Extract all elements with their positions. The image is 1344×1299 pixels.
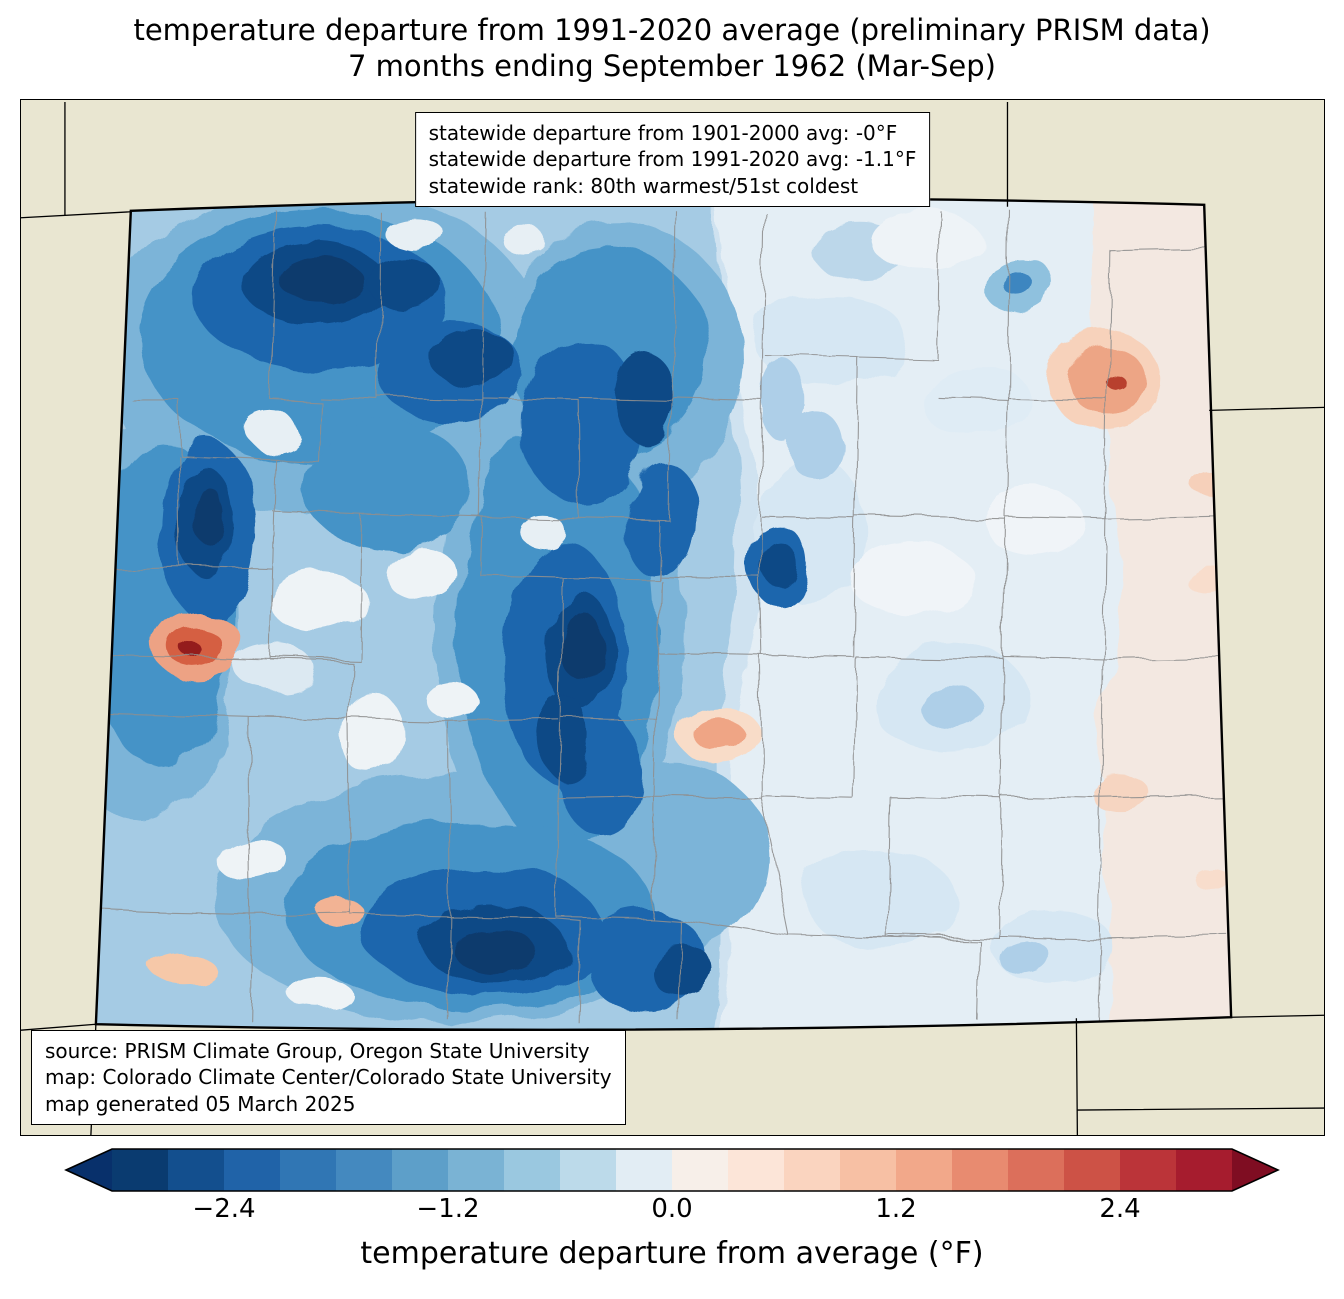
colorbar-tick-label: 0.0 (651, 1194, 693, 1224)
colorado-map (21, 101, 1324, 1135)
colorbar-segment (224, 1149, 281, 1191)
colorbar-segment (672, 1149, 729, 1191)
colorbar-outline (64, 1148, 1280, 1192)
colorbar (64, 1148, 1280, 1192)
colorbar-segment (952, 1149, 1009, 1191)
county-lines (98, 209, 1230, 1023)
contour-fill-layer (95, 198, 1232, 1030)
title-line-1: temperature departure from 1991-2020 ave… (133, 13, 1211, 47)
colorbar-segment (336, 1149, 393, 1191)
title-line-2: 7 months ending September 1962 (Mar-Sep) (348, 49, 996, 84)
colorbar-segment (1064, 1149, 1121, 1191)
colorbar-ticks: −2.4 −1.2 0.0 1.2 2.4 (64, 1194, 1280, 1228)
source-line-3: map generated 05 March 2025 (45, 1091, 356, 1116)
source-box: source: PRISM Climate Group, Oregon Stat… (31, 1029, 626, 1125)
colorbar-segment (504, 1149, 561, 1191)
map-axes: statewide departure from 1901-2000 avg: … (20, 99, 1325, 1136)
colorbar-tick-label: −1.2 (416, 1194, 480, 1224)
colorbar-label: temperature departure from average (°F) (360, 1236, 984, 1271)
colorbar-segment (840, 1149, 897, 1191)
colorbar-segment (784, 1149, 841, 1191)
colorbar-segment (168, 1149, 225, 1191)
stats-box: statewide departure from 1901-2000 avg: … (414, 112, 931, 208)
colorbar-tick-label: 1.2 (875, 1194, 917, 1224)
colorbar-tick-label: −2.4 (192, 1194, 256, 1224)
colorbar-right-arrow (1232, 1149, 1278, 1191)
colorbar-segment (448, 1149, 505, 1191)
colorbar-tick-label: 2.4 (1099, 1194, 1141, 1224)
stats-line-1: statewide departure from 1901-2000 avg: … (428, 121, 898, 145)
colorbar-segment (1120, 1149, 1177, 1191)
colorbar-segment (728, 1149, 785, 1191)
source-line-1: source: PRISM Climate Group, Oregon Stat… (45, 1038, 590, 1063)
colorbar-segment (1176, 1149, 1233, 1191)
colorbar-segment (560, 1149, 617, 1191)
colorbar-segment (392, 1149, 449, 1191)
figure-title: temperature departure from 1991-2020 ave… (0, 12, 1344, 85)
colorbar-left-arrow (66, 1149, 112, 1191)
source-line-2: map: Colorado Climate Center/Colorado St… (45, 1065, 612, 1090)
stats-line-3: statewide rank: 80th warmest/51st coldes… (428, 173, 859, 198)
stats-line-2: statewide departure from 1991-2020 avg: … (428, 147, 917, 172)
colorbar-segment (896, 1149, 953, 1191)
colorbar-segment (112, 1149, 169, 1191)
colorbar-segment (280, 1149, 337, 1191)
colorbar-segment (1008, 1149, 1065, 1191)
colorbar-svg (64, 1148, 1280, 1192)
colorbar-segment (616, 1149, 673, 1191)
